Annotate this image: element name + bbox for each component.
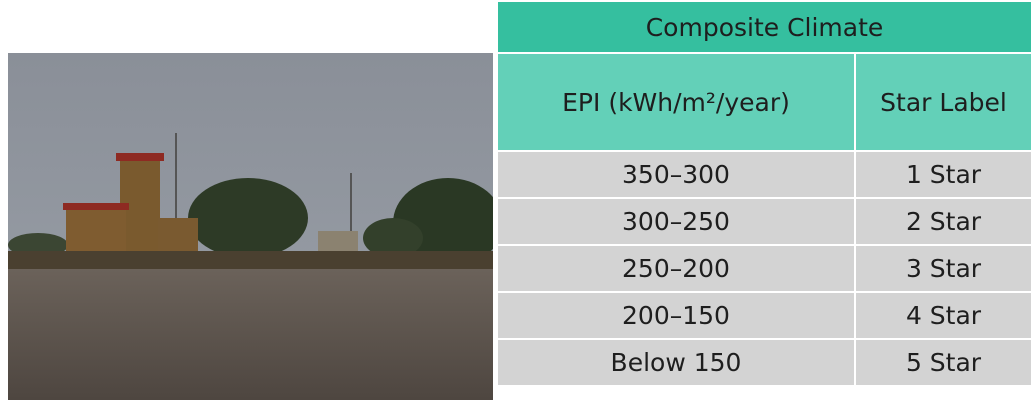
cell: 350–300	[496, 150, 856, 199]
table-title: Composite Climate	[495, 0, 1031, 54]
cell: 3 Star	[853, 244, 1031, 293]
header-row: EPI (kWh/m²/year) Star Label	[496, 52, 1031, 152]
table-body: Composite Climate EPI (kWh/m²/year) Star …	[495, 0, 1031, 387]
header-cell: Star Label	[853, 52, 1031, 152]
cell: 5 Star	[853, 338, 1031, 387]
cell: 2 Star	[853, 197, 1031, 246]
cell: 4 Star	[853, 291, 1031, 340]
data-row: Below 150 5 Star	[496, 338, 1031, 387]
data-row: 200–150 4 Star	[496, 291, 1031, 340]
climate-table: Composite Climate EPI (kWh/m²/year) Star …	[495, 0, 1031, 387]
cell: 1 Star	[853, 150, 1031, 199]
title-row: Composite Climate	[495, 0, 1031, 54]
cell: 300–250	[496, 197, 856, 246]
cell: 250–200	[496, 244, 856, 293]
data-row: 350–300 1 Star	[496, 150, 1031, 199]
data-row: 250–200 3 Star	[496, 244, 1031, 293]
cell: Below 150	[496, 338, 856, 387]
data-row: 300–250 2 Star	[496, 197, 1031, 246]
cell: 200–150	[496, 291, 856, 340]
header-cell: EPI (kWh/m²/year)	[496, 52, 856, 152]
photo	[8, 53, 493, 400]
